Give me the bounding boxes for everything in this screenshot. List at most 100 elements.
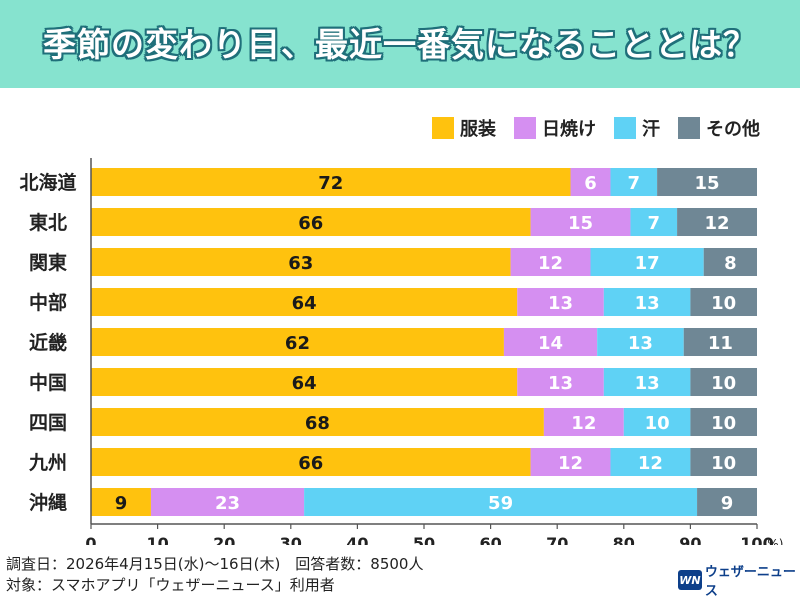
category-label: 四国 (29, 412, 67, 434)
legend-item-sunburn: 日焼け (514, 115, 596, 141)
x-tick-label: 80 (613, 534, 635, 545)
data-label: 12 (558, 453, 583, 474)
bar-segment (517, 288, 604, 316)
legend-swatch (432, 117, 454, 139)
bar-segment (690, 448, 757, 476)
bar-segment (91, 208, 531, 236)
data-label: 23 (215, 493, 240, 514)
category-label: 東北 (29, 211, 67, 234)
survey-date-note: 調査日：2026年4月15日(水)～16日(木) 回答者数：8500人 (6, 555, 424, 573)
data-label: 15 (568, 213, 593, 234)
data-label: 15 (695, 173, 720, 194)
survey-target-note: 対象：スマホアプリ「ウェザーニュース」利用者 (6, 576, 335, 594)
bar-segment (623, 408, 691, 436)
category-label: 中国 (29, 371, 67, 394)
bar-segment (683, 328, 757, 356)
bar-segment (304, 488, 698, 516)
data-label: 64 (292, 373, 317, 394)
category-label: 近畿 (29, 331, 67, 354)
legend-label: 日焼け (542, 119, 596, 140)
data-label: 7 (648, 213, 661, 234)
bar-segment (530, 448, 611, 476)
data-label: 11 (708, 333, 733, 354)
data-label: 63 (288, 253, 313, 274)
bar-segment (590, 248, 704, 276)
data-label: 14 (538, 333, 563, 354)
bar-segment (91, 488, 151, 516)
legend-item-clothing: 服装 (432, 115, 496, 141)
bar-segment (630, 208, 678, 236)
bar-segment (690, 408, 757, 436)
data-label: 9 (721, 493, 734, 514)
data-label: 13 (548, 373, 573, 394)
x-tick-label: 40 (346, 534, 368, 545)
legend-item-sweat: 汗 (614, 115, 660, 141)
data-label: 68 (305, 413, 330, 434)
data-label: 10 (711, 373, 736, 394)
data-label: 13 (635, 293, 660, 314)
legend-label: その他 (706, 119, 760, 140)
x-tick-label: 60 (479, 534, 501, 545)
chart-legend: 服装 日焼け 汗 その他 (414, 116, 760, 140)
data-label: 10 (711, 413, 736, 434)
bar-segment (91, 288, 518, 316)
x-tick-label: 100 (740, 534, 773, 545)
x-tick-label: 0 (85, 534, 96, 545)
brand-logo: WN ウェザーニュース (678, 565, 800, 599)
data-label: 10 (711, 293, 736, 314)
legend-swatch (678, 117, 700, 139)
data-label: 8 (724, 253, 737, 274)
bar-segment (150, 488, 305, 516)
data-label: 13 (548, 293, 573, 314)
bar-segment (91, 248, 511, 276)
bar-segment (697, 488, 757, 516)
bar-segment (597, 328, 684, 356)
bar-segment (91, 368, 518, 396)
data-label: 66 (298, 213, 323, 234)
data-label: 13 (635, 373, 660, 394)
page-title: 季節の変わり目、最近一番気になることとは？ (43, 25, 757, 64)
legend-swatch (614, 117, 636, 139)
legend-label: 汗 (642, 119, 660, 140)
bar-segment (91, 408, 544, 436)
data-label: 6 (584, 173, 597, 194)
bar-segment (91, 328, 504, 356)
bar-segment (543, 408, 624, 436)
data-label: 17 (635, 253, 660, 274)
data-label: 59 (488, 493, 513, 514)
bar-segment (517, 368, 604, 396)
bar-segment (703, 248, 757, 276)
x-tick-label: 70 (546, 534, 568, 545)
data-label: 12 (538, 253, 563, 274)
x-tick-label: 30 (280, 534, 302, 545)
data-label: 66 (298, 453, 323, 474)
x-axis-unit: (%) (763, 537, 784, 545)
bar-segment (677, 208, 757, 236)
data-label: 64 (292, 293, 317, 314)
bar-segment (657, 168, 757, 196)
data-label: 10 (711, 453, 736, 474)
data-label: 13 (628, 333, 653, 354)
bar-segment (610, 168, 658, 196)
bar-segment (603, 288, 691, 316)
x-tick-label: 10 (146, 534, 168, 545)
category-label: 九州 (28, 452, 67, 474)
bar-segment (610, 448, 691, 476)
category-label: 北海道 (19, 171, 76, 194)
header-banner: 季節の変わり目、最近一番気になることとは？ (0, 0, 800, 88)
category-label: 沖縄 (29, 491, 67, 514)
bar-segment (510, 248, 591, 276)
bar-segment (603, 368, 691, 396)
legend-item-other: その他 (678, 115, 760, 141)
bar-segment (690, 368, 757, 396)
data-label: 9 (115, 493, 128, 514)
stacked-bar-chart: 北海道 72 6 7 15 東北 66 15 7 12 関東 63 12 17 8 中部 64 13 13 10 近畿 6… (19, 158, 784, 545)
bar-segment (91, 448, 531, 476)
legend-swatch (514, 117, 536, 139)
data-label: 12 (571, 413, 596, 434)
data-label: 12 (705, 213, 730, 234)
bar-segment (690, 288, 757, 316)
category-label: 中部 (29, 291, 67, 314)
bar-segment (91, 168, 571, 196)
logo-text: ウェザーニュース (704, 565, 796, 599)
